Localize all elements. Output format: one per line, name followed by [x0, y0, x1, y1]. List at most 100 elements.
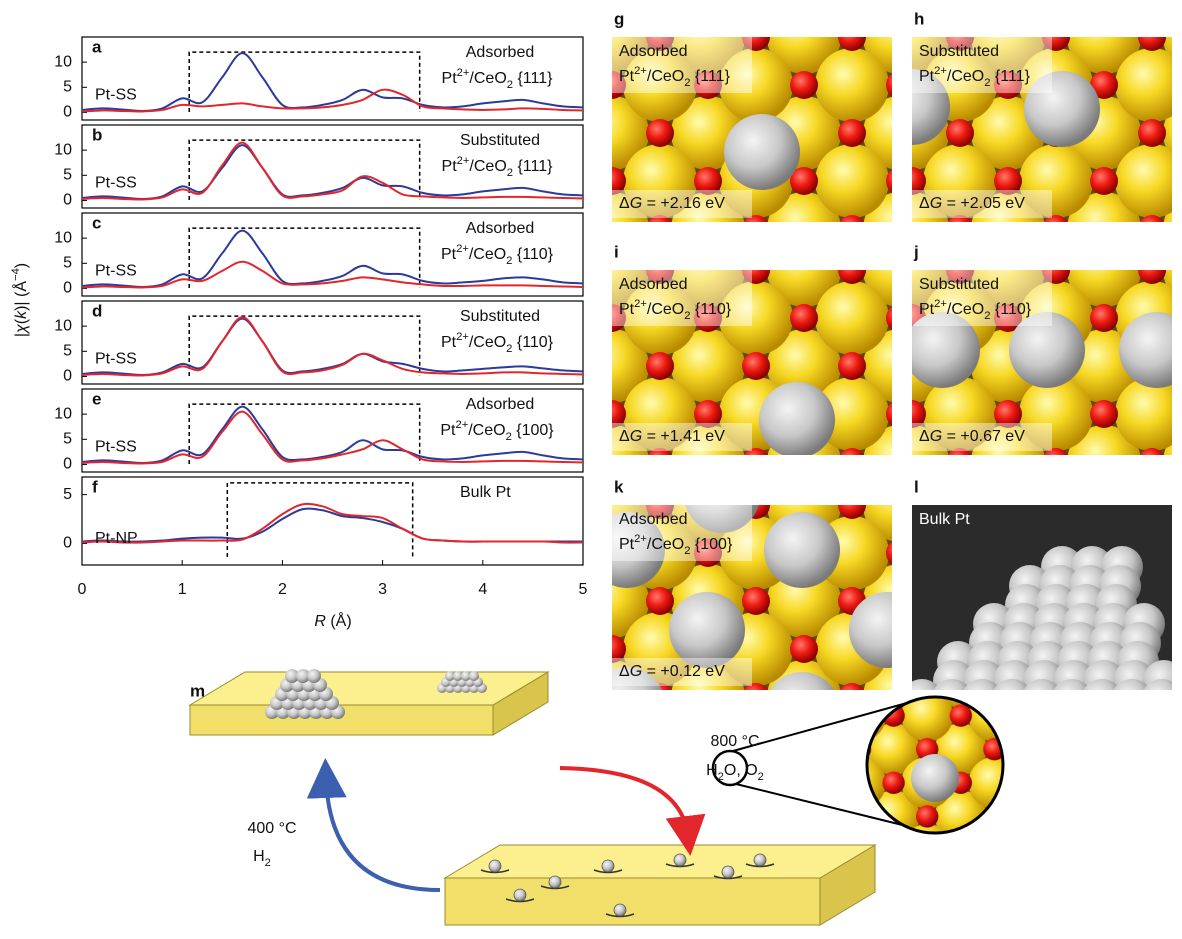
- structure-image: SubstitutedPt2+/CeO2 {111}ΔG = +2.05 eV: [874, 37, 1172, 222]
- y-tick-label: 10: [54, 317, 72, 334]
- panel-label: b: [92, 125, 102, 144]
- formula-part: /CeO: [947, 68, 984, 85]
- y-tick-label: 5: [63, 431, 72, 448]
- structure-image: AdsorbedPt2+/CeO2 {111}ΔG = +2.16 eV: [612, 37, 892, 222]
- delta-g: ΔG = +0.67 eV: [919, 428, 1025, 445]
- pt-atom: [1051, 679, 1093, 721]
- formula-part: 2+: [634, 65, 647, 77]
- annotation-part: Pt: [442, 158, 458, 175]
- formula-part: Pt: [919, 68, 935, 85]
- formula-part: {110}: [690, 301, 731, 318]
- annotation-part: /CeO: [469, 70, 506, 87]
- annotation-part: 2+: [457, 67, 470, 79]
- annotation: Substituted: [460, 132, 540, 149]
- y-tick-label: 0: [63, 104, 72, 121]
- panel-label: j: [913, 242, 919, 261]
- x-tick-label: 1: [178, 581, 187, 598]
- annotation-part: 2+: [455, 419, 468, 431]
- y-tick-label: 0: [63, 535, 72, 552]
- formula-part: {110}: [990, 301, 1031, 318]
- annotation-part: {111}: [513, 158, 553, 175]
- annotation-part: {100}: [512, 422, 554, 439]
- window: [189, 52, 419, 112]
- annotation: Adsorbed: [466, 220, 535, 237]
- sample-label: Pt-SS: [95, 174, 137, 191]
- annotation-part: Pt: [441, 334, 457, 351]
- pt-atom: [614, 904, 626, 916]
- page: { "chart_data": [ {"type": "line", "pane…: [0, 0, 1182, 939]
- condition-gas-part: H: [253, 848, 265, 865]
- figure: 0510aPt-SSAdsorbedPt2+/CeO2 {111}0510bPt…: [0, 0, 1182, 939]
- formula-part: /CeO: [647, 68, 684, 85]
- delta-g-part: = +1.41 eV: [642, 428, 725, 445]
- pt-atom: [549, 876, 561, 888]
- condition-temperature: 400 °C: [247, 820, 296, 837]
- delta-g-part: G: [630, 663, 642, 680]
- formula-part: 2+: [634, 533, 647, 545]
- pt-atom: [991, 679, 1033, 721]
- annotation-part: /CeO: [469, 334, 506, 351]
- formula-part: {111}: [690, 68, 730, 85]
- annotation-part: 2+: [456, 243, 469, 255]
- condition-gas: H2: [253, 848, 271, 869]
- y-tick-label: 0: [63, 280, 72, 297]
- delta-g: ΔG = +1.41 eV: [619, 428, 725, 445]
- pt-atom: [1081, 679, 1123, 721]
- condition-temperature: 800 °C: [710, 733, 759, 750]
- annotation-part: {110}: [512, 334, 553, 351]
- annotation: Pt2+/CeO2 {111}: [442, 155, 554, 179]
- slab-top: [190, 672, 548, 705]
- structure-image: AdsorbedPt2+/CeO2 {100}ΔG = +0.12 eV: [589, 457, 925, 748]
- y-tick-label: 0: [63, 192, 72, 209]
- slab-front: [445, 878, 820, 925]
- delta-g-part: G: [630, 195, 642, 212]
- panel-label: a: [92, 37, 102, 56]
- panel-label: e: [92, 389, 101, 408]
- annotation-part: Pt: [441, 246, 457, 263]
- annotation: Adsorbed: [466, 396, 535, 413]
- pt-atom: [674, 854, 686, 866]
- annotation: Pt2+/CeO2 {110}: [441, 243, 554, 267]
- delta-g-part: Δ: [919, 428, 930, 445]
- delta-g-part: G: [630, 428, 642, 445]
- annotation-part: 2+: [456, 331, 469, 343]
- slab-top: [445, 845, 875, 878]
- pt-atom: [724, 114, 800, 190]
- pt-atom: [307, 669, 321, 683]
- delta-g: ΔG = +2.05 eV: [919, 195, 1025, 212]
- annotation: Pt2+/CeO2 {111}: [442, 67, 554, 91]
- window: [189, 316, 419, 376]
- pt-atom: [469, 671, 479, 681]
- site-label: Substituted: [919, 43, 999, 60]
- condition-gas-part: H: [706, 762, 718, 779]
- site-label: Substituted: [919, 276, 999, 293]
- site-label: Bulk Pt: [919, 511, 970, 528]
- annotation-part: Pt: [442, 70, 458, 87]
- window: [189, 140, 419, 200]
- x-tick-label: 4: [478, 581, 487, 598]
- annotation: Pt2+/CeO2 {110}: [441, 331, 554, 355]
- delta-g-part: G: [930, 195, 942, 212]
- y-tick-label: 10: [54, 229, 72, 246]
- formula-part: {111}: [990, 68, 1030, 85]
- pt-atom: [764, 672, 840, 748]
- panel-label: h: [914, 9, 924, 28]
- x-tick-label: 2: [278, 581, 287, 598]
- y-axis-label-part: ): [13, 263, 30, 268]
- formula-part: 2+: [934, 298, 947, 310]
- panel-label: d: [92, 301, 102, 320]
- y-tick-label: 5: [63, 486, 72, 503]
- structure-image: AdsorbedPt2+/CeO2 {110}ΔG = +1.41 eV: [612, 270, 892, 458]
- pt-atom: [764, 512, 840, 588]
- x-tick-label: 3: [378, 581, 387, 598]
- formula-part: /CeO: [647, 301, 684, 318]
- y-tick-label: 5: [63, 343, 72, 360]
- y-axis-label-part: )| (Å: [11, 281, 30, 311]
- formula-part: 2+: [634, 298, 647, 310]
- sample-label: Pt-NP: [95, 530, 138, 547]
- formula-part: Pt: [619, 536, 635, 553]
- sample-label: Pt-SS: [95, 438, 137, 455]
- annotation-part: Pt: [440, 422, 456, 439]
- site-label: Adsorbed: [619, 276, 688, 293]
- condition-gas-part: O, O: [724, 762, 758, 779]
